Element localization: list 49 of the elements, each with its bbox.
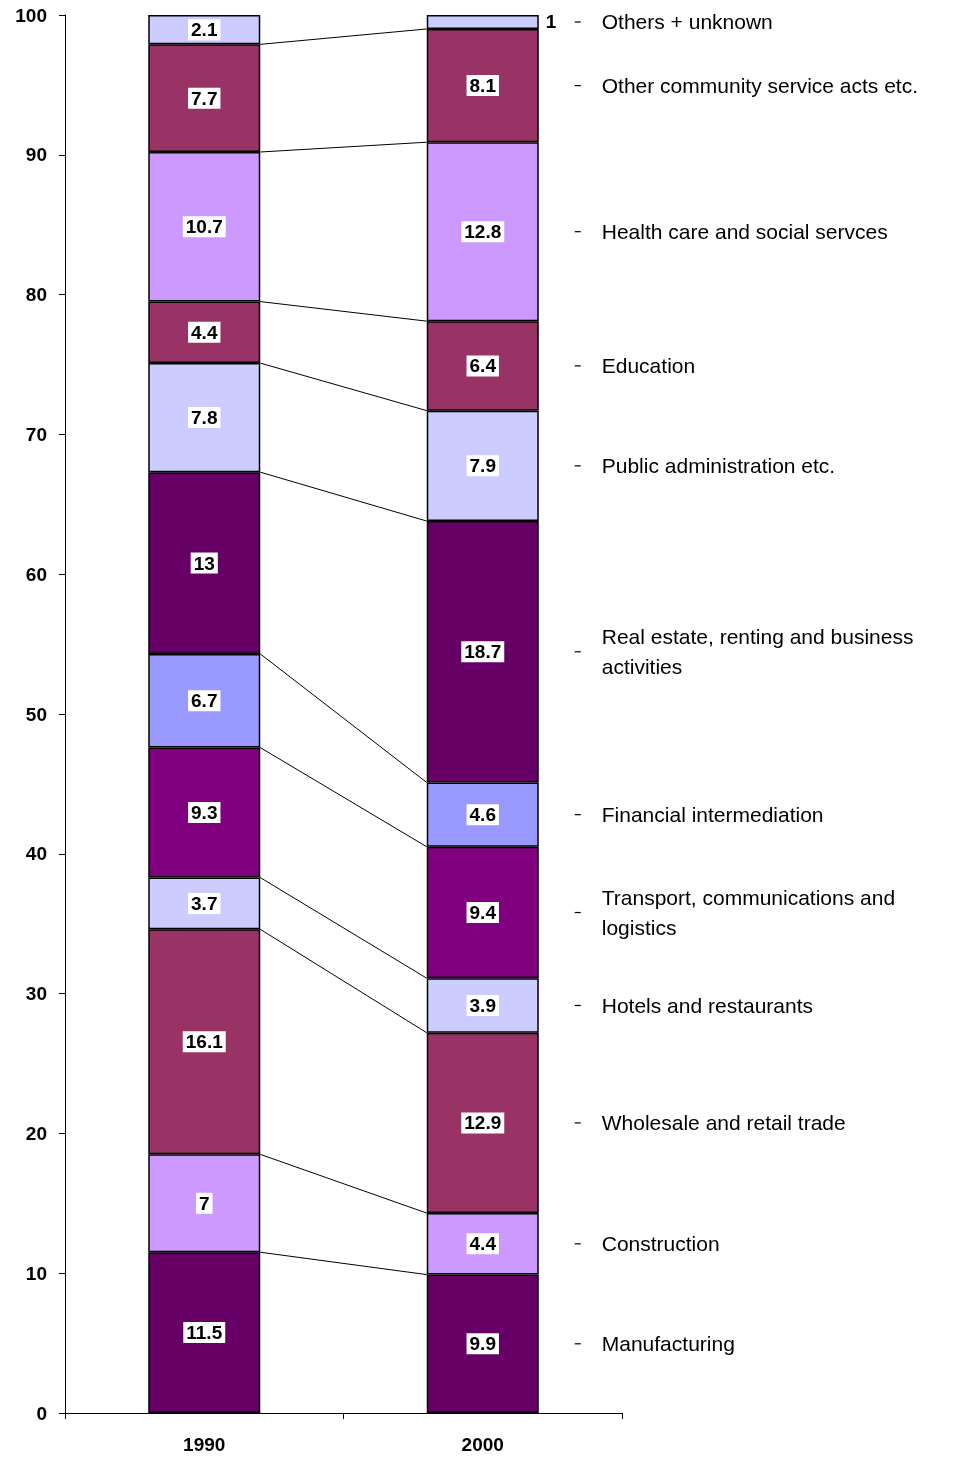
data-label: 11.5 — [186, 1322, 223, 1344]
legend-label: Transport, communications and logistics — [601, 886, 901, 940]
x-tick-label: 1990 — [183, 1434, 226, 1455]
legend-label: Manufacturing — [601, 1332, 735, 1356]
data-label: 3.9 — [469, 994, 496, 1016]
legend-label: Others + unknown — [601, 10, 773, 34]
data-label: 10.7 — [185, 216, 223, 238]
data-label: 9.4 — [469, 902, 497, 924]
y-tick-label: 10 — [25, 1262, 47, 1284]
data-label: 12.9 — [464, 1112, 502, 1134]
data-label: 7.8 — [191, 407, 218, 429]
legend-label: Education — [601, 354, 696, 378]
data-label: 18.7 — [464, 641, 502, 663]
data-label: 7.7 — [191, 87, 218, 109]
y-tick-label: 90 — [25, 144, 47, 166]
data-label: 2.1 — [191, 19, 218, 41]
data-label: 6.4 — [469, 355, 497, 377]
legend-label: Financial intermediation — [601, 803, 824, 827]
data-label: 6.7 — [191, 690, 218, 712]
data-label: 4.6 — [469, 804, 496, 826]
legend-label: Other community service acts etc. — [601, 74, 919, 98]
data-label: 8.1 — [469, 75, 497, 97]
data-label: 4.4 — [469, 1233, 497, 1255]
legend-label: Health care and social servces — [601, 220, 888, 244]
legend-label: Real estate, renting and business activities — [601, 625, 920, 679]
y-tick-label: 0 — [36, 1402, 47, 1424]
legend-label: Construction — [601, 1232, 720, 1256]
x-tick-label: 2000 — [461, 1434, 504, 1455]
data-label: 4.4 — [191, 321, 218, 343]
legend-label: Public administration etc. — [601, 454, 836, 478]
data-label: 9.9 — [469, 1333, 496, 1355]
data-label: 7 — [198, 1192, 210, 1214]
legend-label: Hotels and restaurants — [601, 993, 814, 1017]
y-tick-label: 30 — [25, 983, 47, 1005]
data-label: 7.9 — [469, 455, 496, 477]
data-label: 9.3 — [191, 802, 218, 824]
y-tick-label: 100 — [15, 4, 47, 26]
data-label: 16.1 — [185, 1031, 224, 1053]
y-tick-label: 60 — [25, 563, 47, 585]
y-tick-label: 70 — [25, 423, 47, 445]
y-tick-label: 40 — [25, 843, 47, 865]
y-tick-label: 80 — [25, 284, 47, 306]
data-label: 1 — [545, 11, 557, 33]
legend-label: Wholesale and retail trade — [601, 1111, 846, 1135]
y-tick-label: 50 — [25, 703, 47, 725]
data-label: 3.7 — [191, 892, 218, 914]
data-label: 13 — [193, 552, 215, 574]
data-label: 12.8 — [464, 221, 502, 243]
y-tick-label: 20 — [25, 1122, 47, 1144]
